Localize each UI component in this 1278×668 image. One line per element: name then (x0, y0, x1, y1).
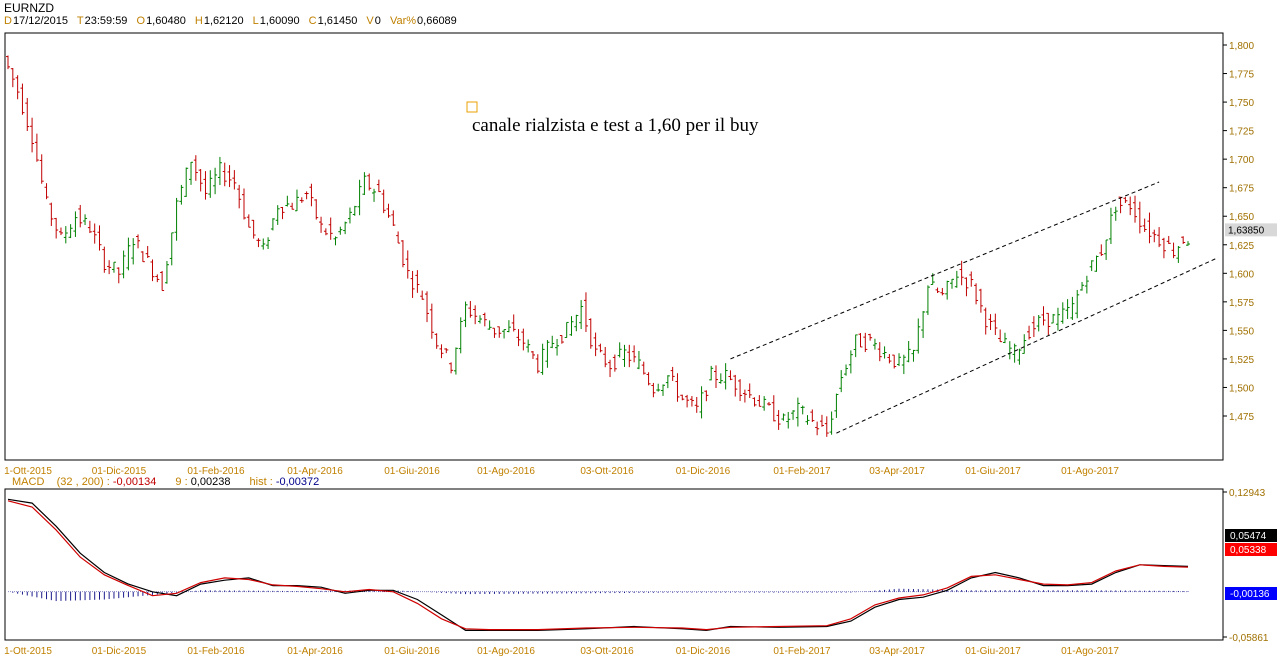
macd-label: MACD (12, 476, 45, 488)
price-x-tick-label: 01-Giu-2017 (965, 466, 1021, 477)
low-key: L (252, 15, 259, 27)
price-y-tick-label: 1,800 (1229, 41, 1254, 52)
close-key: C (308, 15, 317, 27)
symbol-title: EURNZD (4, 1, 54, 15)
macd-x-tick-label: 01-Dic-2016 (676, 646, 731, 657)
price-y-tick-label: 1,725 (1229, 127, 1254, 138)
price-y-tick-label: 1,525 (1229, 355, 1254, 366)
price-x-tick-label: 01-Ago-2016 (477, 466, 535, 477)
price-x-tick-label: 01-Feb-2016 (187, 466, 245, 477)
close-value: 1,61450 (317, 15, 358, 27)
signal-label: 9 : (175, 476, 188, 488)
price-y-tick-label: 1,575 (1229, 298, 1254, 309)
price-y-tick-label: 1,775 (1229, 70, 1254, 81)
signal-value: 0,00238 (190, 476, 231, 488)
price-x-tick-label: 03-Apr-2017 (869, 466, 925, 477)
open-key: O (136, 15, 146, 27)
signal-line (7, 500, 1189, 631)
price-y-tick-label: 1,600 (1229, 269, 1254, 280)
annotation-text: canale rialzista e test a 1,60 per il bu… (472, 115, 759, 136)
macd-value-label: 0,05474 (1230, 531, 1267, 542)
price-x-tick-label: 03-Ott-2016 (580, 466, 634, 477)
macd-x-axis: 1-Ott-2015 01-Dic-2015 01-Feb-2016 01-Apr-2… (4, 646, 1119, 657)
hist-label: hist : (249, 476, 273, 488)
volume-key: V (366, 15, 374, 27)
time-value: 23:59:59 (84, 15, 128, 27)
price-x-tick-label: 01-Dic-2015 (92, 466, 147, 477)
price-y-tick-label: 1,750 (1229, 98, 1254, 109)
time-key: T (76, 15, 84, 27)
price-panel-frame (4, 32, 1224, 461)
macd-value-box (1225, 587, 1277, 600)
open-value: 1,60480 (146, 15, 186, 27)
date-value: 17/12/2015 (12, 15, 69, 27)
macd-x-tick-label: 01-Dic-2015 (92, 646, 147, 657)
price-y-tick-label: 1,625 (1229, 241, 1254, 252)
macd-histogram (8, 588, 1189, 602)
macd-x-tick-label: 01-Ago-2017 (1061, 646, 1119, 657)
macd-line (7, 498, 1189, 632)
channel-upper-line (730, 181, 1160, 360)
ohlc-readout: D17/12/2015 T23:59:59 O1,60480 H1,62120 … (4, 15, 463, 27)
price-x-tick-label: 01-Giu-2016 (384, 466, 440, 477)
last-price-label: 1,63850 (1228, 225, 1265, 236)
macd-y-tick-label: 0,12943 (1229, 488, 1266, 499)
annotation-marker[interactable] (466, 101, 478, 113)
price-x-tick-label: 01-Apr-2016 (287, 466, 343, 477)
var-value: 0,66089 (417, 15, 457, 27)
price-x-tick-label: 1-Ott-2015 (4, 466, 52, 477)
price-y-tick-label: 1,500 (1229, 383, 1254, 394)
last-price-box (1225, 223, 1277, 237)
macd-x-tick-label: 1-Ott-2015 (4, 646, 52, 657)
var-key: Var% (389, 15, 417, 27)
macd-y-tick-label: -0,05861 (1229, 633, 1269, 644)
macd-x-tick-label: 03-Ott-2016 (580, 646, 634, 657)
price-y-tick-label: 1,650 (1229, 212, 1254, 223)
high-key: H (194, 15, 203, 27)
macd-x-tick-label: 01-Feb-2017 (773, 646, 831, 657)
candle-series (6, 55, 1190, 437)
macd-x-tick-label: 01-Feb-2016 (187, 646, 245, 657)
macd-y-axis: 0,12943 -0,05861 (1223, 488, 1269, 644)
macd-x-tick-label: 01-Ago-2016 (477, 646, 535, 657)
macd-x-tick-label: 01-Apr-2016 (287, 646, 343, 657)
macd-lines (7, 498, 1189, 632)
price-y-tick-label: 1,700 (1229, 155, 1254, 166)
value-labels: 1,63850 0,05474 0,05338 -0,00136 (1225, 223, 1277, 600)
macd-params: (32 , 200) : (56, 476, 110, 488)
price-x-axis: 1-Ott-2015 01-Dic-2015 01-Feb-2016 01-Apr-2… (4, 466, 1119, 477)
macd-value-box (1225, 543, 1277, 556)
high-value: 1,62120 (203, 15, 244, 27)
macd-panel-frame (4, 488, 1224, 641)
date-key: D (4, 15, 12, 27)
price-x-tick-label: 01-Ago-2017 (1061, 466, 1119, 477)
macd-x-tick-label: 01-Giu-2017 (965, 646, 1021, 657)
price-y-tick-label: 1,675 (1229, 184, 1254, 195)
macd-value-box (1225, 529, 1277, 542)
macd-x-tick-label: 03-Apr-2017 (869, 646, 925, 657)
trend-channel (730, 181, 1219, 434)
low-value: 1,60090 (259, 15, 300, 27)
price-y-tick-label: 1,475 (1229, 412, 1254, 423)
channel-lower-line (836, 257, 1219, 434)
macd-value-label: -0,00136 (1230, 589, 1270, 600)
volume-value: 0 (374, 15, 381, 27)
macd-value-label: 0,05338 (1230, 545, 1267, 556)
macd-readout: MACD (32 , 200) : -0,00134 9 : 0,00238 h… (12, 476, 319, 488)
macd-value: -0,00134 (112, 476, 157, 488)
price-x-tick-label: 01-Dic-2016 (676, 466, 731, 477)
price-y-axis: 1,800 1,775 1,750 1,725 1,700 1,675 1,650 1,625… (1223, 41, 1254, 423)
macd-x-tick-label: 01-Giu-2016 (384, 646, 440, 657)
price-y-tick-label: 1,550 (1229, 326, 1254, 337)
hist-value: -0,00372 (275, 476, 320, 488)
price-x-tick-label: 01-Feb-2017 (773, 466, 831, 477)
